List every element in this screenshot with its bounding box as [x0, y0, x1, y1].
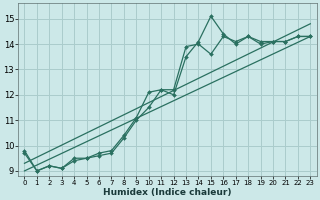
X-axis label: Humidex (Indice chaleur): Humidex (Indice chaleur) [103, 188, 232, 197]
